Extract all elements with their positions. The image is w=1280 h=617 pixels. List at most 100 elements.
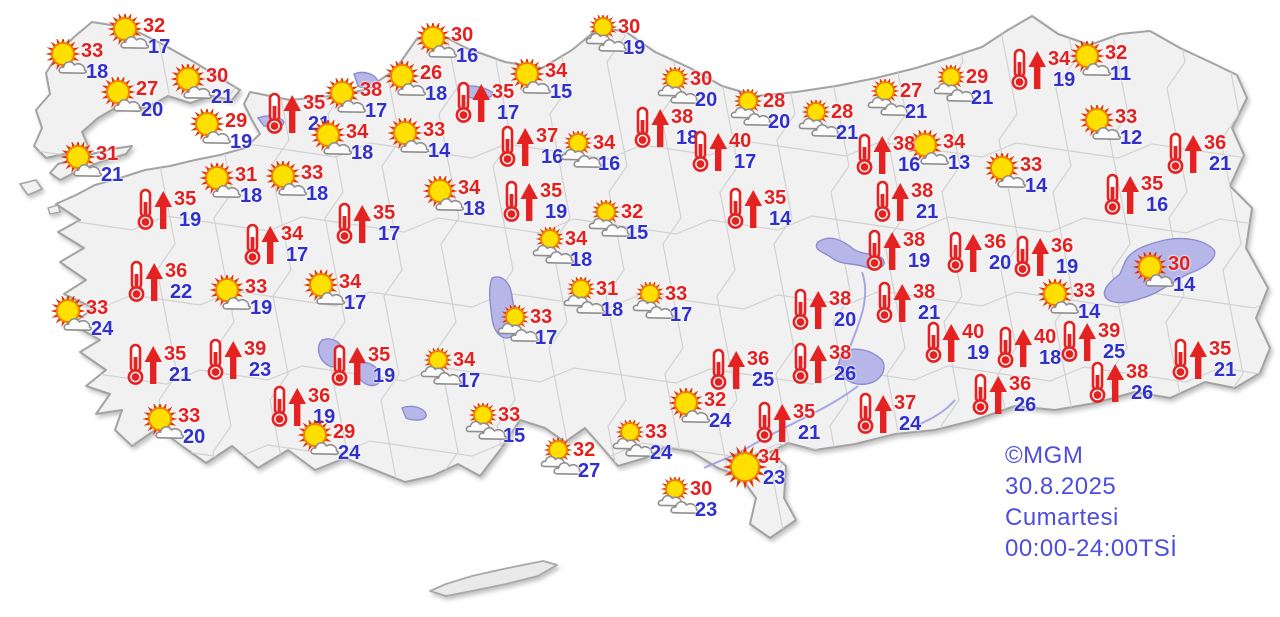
thermo-up-icon xyxy=(135,187,175,231)
low-temp: 18 xyxy=(86,61,109,83)
temperature-pair: 35 17 xyxy=(492,82,519,124)
sun-icon xyxy=(722,445,768,489)
temperature-pair: 29 24 xyxy=(333,422,360,464)
high-temp: 32 xyxy=(573,439,596,461)
high-temp: 33 xyxy=(1020,154,1043,176)
temperature-pair: 33 14 xyxy=(423,120,450,162)
temperature-pair: 33 17 xyxy=(665,284,692,326)
temperature-pair: 36 20 xyxy=(984,232,1011,274)
weather-station: 40 17 xyxy=(690,129,756,173)
sun-clouds-icon xyxy=(560,277,606,321)
weather-station: 35 19 xyxy=(501,179,567,223)
thermo-up-icon xyxy=(995,325,1035,369)
high-temp: 36 xyxy=(308,385,331,407)
temperature-pair: 33 19 xyxy=(245,277,272,319)
weather-station: 34 18 xyxy=(310,120,373,164)
weather-station: 31 18 xyxy=(560,277,623,321)
sun-cloud-icon xyxy=(1069,41,1115,85)
sun-cloud-icon xyxy=(142,404,188,448)
weather-station: 35 19 xyxy=(329,343,395,387)
high-temp: 37 xyxy=(894,392,917,414)
sun-cloud-icon xyxy=(297,420,343,464)
weather-station: 38 26 xyxy=(1087,360,1153,404)
low-temp: 18 xyxy=(676,127,699,149)
low-temp: 24 xyxy=(650,442,673,464)
sun-clouds-icon xyxy=(654,67,700,111)
high-temp: 34 xyxy=(1048,48,1071,70)
temperature-pair: 35 19 xyxy=(540,181,567,223)
sun-clouds-icon xyxy=(795,100,841,144)
weather-station: 34 13 xyxy=(907,130,970,174)
high-temp: 35 xyxy=(1209,338,1232,360)
high-temp: 36 xyxy=(747,348,770,370)
low-temp: 17 xyxy=(734,151,757,173)
sun-cloud-icon xyxy=(907,130,953,174)
attribution-text: ©MGM xyxy=(1005,442,1084,469)
weather-station: 36 19 xyxy=(1012,234,1078,278)
weather-station: 38 17 xyxy=(324,78,387,122)
temperature-pair: 34 17 xyxy=(453,350,480,392)
temperature-pair: 33 14 xyxy=(1020,155,1047,197)
high-temp: 35 xyxy=(174,188,197,210)
weather-station: 33 17 xyxy=(494,305,557,349)
low-temp: 21 xyxy=(916,201,939,223)
high-temp: 30 xyxy=(690,68,713,90)
weather-station: 34 23 xyxy=(722,445,785,489)
low-temp: 14 xyxy=(1078,301,1101,323)
sun-cloud-icon xyxy=(1079,105,1125,149)
low-temp: 17 xyxy=(344,292,367,314)
weather-station: 27 20 xyxy=(100,77,163,121)
low-temp: 21 xyxy=(169,364,192,386)
low-temp: 17 xyxy=(497,102,520,124)
weather-station: 34 15 xyxy=(509,59,572,103)
temperature-pair: 33 15 xyxy=(498,405,525,447)
sun-cloud-icon xyxy=(1132,252,1178,296)
thermo-up-icon xyxy=(334,201,374,245)
weather-station: 32 27 xyxy=(537,438,600,482)
temperature-pair: 34 15 xyxy=(545,61,572,103)
low-temp: 12 xyxy=(1120,127,1143,149)
low-temp: 19 xyxy=(1053,69,1076,91)
weather-station: 30 21 xyxy=(170,64,233,108)
weather-station: 29 21 xyxy=(930,65,993,109)
weather-station: 30 16 xyxy=(415,23,478,67)
thermo-up-icon xyxy=(1102,172,1142,216)
temperature-pair: 30 16 xyxy=(451,25,478,67)
weather-station: 32 24 xyxy=(668,388,731,432)
temperature-pair: 35 14 xyxy=(764,188,791,230)
low-temp: 19 xyxy=(623,37,646,59)
temperature-pair: 35 19 xyxy=(368,345,395,387)
weather-station: 27 21 xyxy=(864,79,927,123)
sun-clouds-icon xyxy=(529,227,575,271)
temperature-pair: 36 25 xyxy=(747,349,774,391)
thermo-up-icon xyxy=(790,287,830,331)
low-temp: 21 xyxy=(971,87,994,109)
low-temp: 26 xyxy=(834,363,857,385)
weather-station: 37 16 xyxy=(497,124,563,168)
sun-cloud-icon xyxy=(1037,279,1083,323)
weather-station: 32 15 xyxy=(585,200,648,244)
temperature-pair: 38 20 xyxy=(829,289,856,331)
high-temp: 40 xyxy=(1034,326,1057,348)
low-temp: 21 xyxy=(905,101,928,123)
weather-station: 34 18 xyxy=(422,176,485,220)
temperature-pair: 31 21 xyxy=(96,144,123,186)
weather-station: 36 25 xyxy=(708,347,774,391)
weather-station: 38 21 xyxy=(874,280,940,324)
low-temp: 16 xyxy=(541,146,564,168)
high-temp: 31 xyxy=(96,143,119,165)
cyprus-island xyxy=(429,560,558,597)
low-temp: 19 xyxy=(1056,256,1079,278)
low-temp: 17 xyxy=(458,370,481,392)
high-temp: 38 xyxy=(893,133,916,155)
sun-cloud-icon xyxy=(324,78,370,122)
thermo-up-icon xyxy=(497,124,537,168)
high-temp: 34 xyxy=(545,60,568,82)
high-temp: 34 xyxy=(943,131,966,153)
low-temp: 16 xyxy=(598,153,621,175)
low-temp: 17 xyxy=(286,244,309,266)
temperature-pair: 30 23 xyxy=(690,479,717,521)
high-temp: 35 xyxy=(164,343,187,365)
high-temp: 40 xyxy=(962,321,985,343)
